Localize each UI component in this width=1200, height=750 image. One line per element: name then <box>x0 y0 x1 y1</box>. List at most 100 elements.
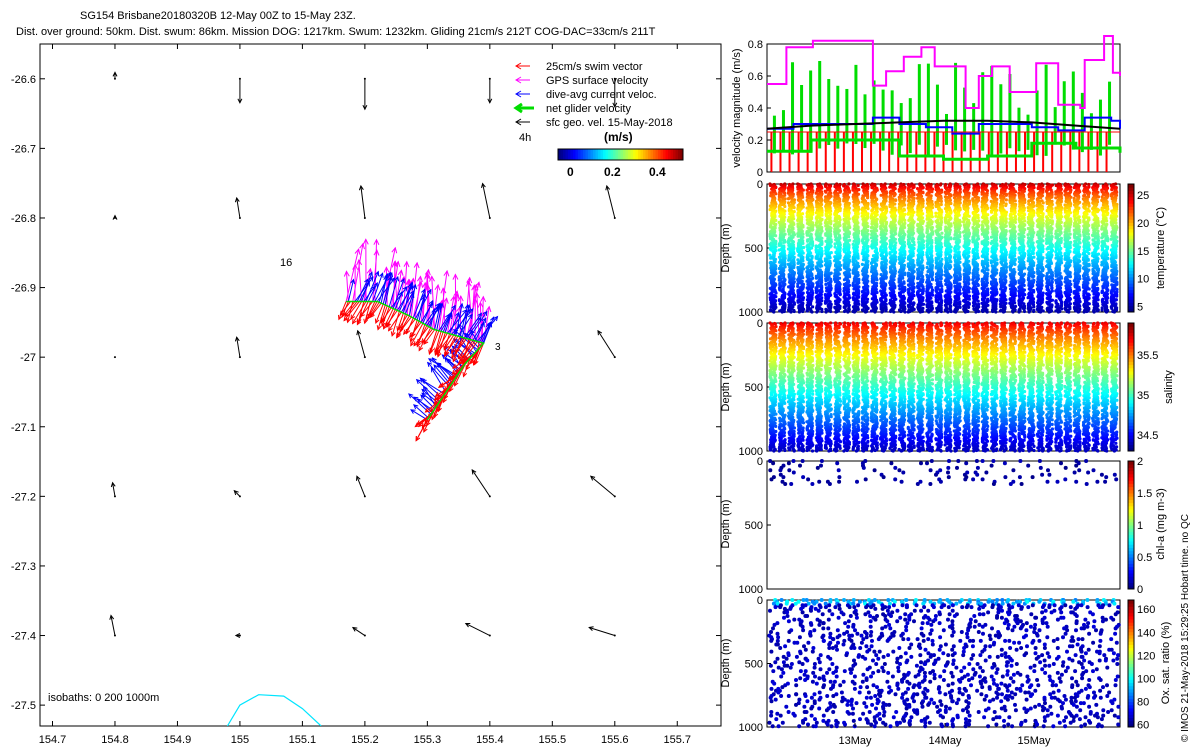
dac-vector-head <box>427 288 432 295</box>
legend-dac-label: dive-avg current veloc. <box>546 89 657 101</box>
profile-sample <box>783 204 787 209</box>
map-colorbar-cell <box>578 149 581 160</box>
profile-sample <box>787 232 791 236</box>
dac-vector-head <box>447 313 452 320</box>
dac-vector-head <box>434 306 439 312</box>
swim-vector <box>391 311 400 336</box>
dac-vector-head <box>465 308 471 315</box>
swim-vector <box>380 307 392 323</box>
gps-vector-head <box>356 258 363 266</box>
geo-vector-head <box>358 184 364 191</box>
dac-vector <box>430 367 447 393</box>
gps-vector-head <box>416 275 423 282</box>
dac-vector <box>390 286 408 308</box>
map-frame <box>39 43 722 727</box>
velocity-ytick-label: 0 <box>757 167 763 179</box>
profile-sample <box>820 309 824 314</box>
gps-vector-head <box>434 283 441 291</box>
swim-vector-head <box>363 318 368 325</box>
dac-vector <box>354 276 374 302</box>
dac-vector-head <box>402 286 408 292</box>
geo-vector-head <box>234 196 240 203</box>
map-xtick-label: 155.2 <box>351 734 379 746</box>
dac-vector-head <box>431 357 437 363</box>
swim-vector-head <box>343 316 349 322</box>
profile-sample <box>852 310 857 314</box>
geo-vector-head <box>109 614 115 620</box>
geo-vector-head <box>362 104 368 111</box>
gps-vector <box>352 243 364 302</box>
swim-vector-head <box>338 314 343 321</box>
dac-vector-head <box>438 302 444 308</box>
gps-vector-head <box>466 276 473 284</box>
swim-vector-head <box>398 324 404 330</box>
annotation-16: 16 <box>280 257 292 269</box>
geo-vector-origin <box>363 356 366 359</box>
profile-sample <box>870 222 874 226</box>
profile-sample <box>906 212 910 216</box>
map-colorbar-cell <box>593 149 596 160</box>
swim-vector-head <box>359 312 365 318</box>
geo-vector-origin <box>613 356 616 359</box>
map-colorbar-cell <box>630 149 634 160</box>
dac-vector <box>416 296 425 321</box>
dac-vector-head <box>482 310 488 316</box>
map-colorbar-cell <box>643 149 646 160</box>
map-xtick-label: 155.7 <box>664 734 692 746</box>
gps-vector-head <box>440 287 447 294</box>
dac-vector <box>388 276 399 307</box>
dac-vector <box>398 284 412 312</box>
map-colorbar-cell <box>663 149 666 160</box>
map-colorbar-cell <box>590 149 594 160</box>
gps-vector <box>404 279 410 315</box>
map-xtick-label: 154.9 <box>164 734 192 746</box>
geo-vector-head <box>589 475 596 481</box>
dac-vector-head <box>421 388 427 394</box>
geo-vector-head <box>110 481 116 488</box>
swim-vector <box>410 320 418 342</box>
geo-vector-head <box>112 71 118 77</box>
dac-vector <box>347 279 355 302</box>
geo-vector-head <box>234 633 241 638</box>
scale-label: 4h <box>519 132 531 144</box>
dac-vector-head <box>481 317 487 323</box>
profile-sample <box>875 278 879 282</box>
gps-vector-head <box>424 271 431 279</box>
geo-vector-origin <box>238 634 241 637</box>
swim-vector <box>357 301 365 323</box>
geo-vector-origin <box>613 77 616 80</box>
profile-sample <box>870 209 874 213</box>
map-colorbar-cell <box>618 149 621 160</box>
profile-sample <box>834 310 838 314</box>
geo-vector <box>357 330 366 358</box>
dac-vector-head <box>408 393 414 399</box>
profile-sample <box>856 256 860 260</box>
swim-vector <box>377 304 386 330</box>
geo-vector-head <box>588 626 594 631</box>
dac-vector-head <box>452 328 459 334</box>
profile-sample <box>870 246 875 250</box>
dac-vector-head <box>388 271 394 278</box>
dac-vector <box>394 291 403 310</box>
map-colorbar-cell <box>665 149 669 160</box>
geo-vector-origin <box>238 495 241 498</box>
map-colorbar-cell <box>620 149 624 160</box>
swim-vector <box>409 322 422 338</box>
dac-vector-head <box>447 311 453 317</box>
profile-sample <box>792 309 796 314</box>
map-colorbar-cell <box>575 149 579 160</box>
velocity-ytick-label: 0.8 <box>748 39 763 51</box>
map-colorbar-cell <box>645 149 649 160</box>
swim-vector <box>352 301 367 324</box>
profile-sample <box>824 282 828 286</box>
dac-vector-head <box>490 316 495 322</box>
gps-vector-head <box>373 249 380 256</box>
profile-sample <box>778 302 782 306</box>
gps-vector-head <box>485 305 492 313</box>
profile-sample <box>880 310 884 314</box>
map-colorbar-cell <box>655 149 659 160</box>
isobaths-label: isobaths: 0 200 1000m <box>48 692 159 704</box>
swim-vector <box>398 314 408 329</box>
profile-sample <box>824 310 828 314</box>
map-colorbar-cell <box>675 149 679 160</box>
